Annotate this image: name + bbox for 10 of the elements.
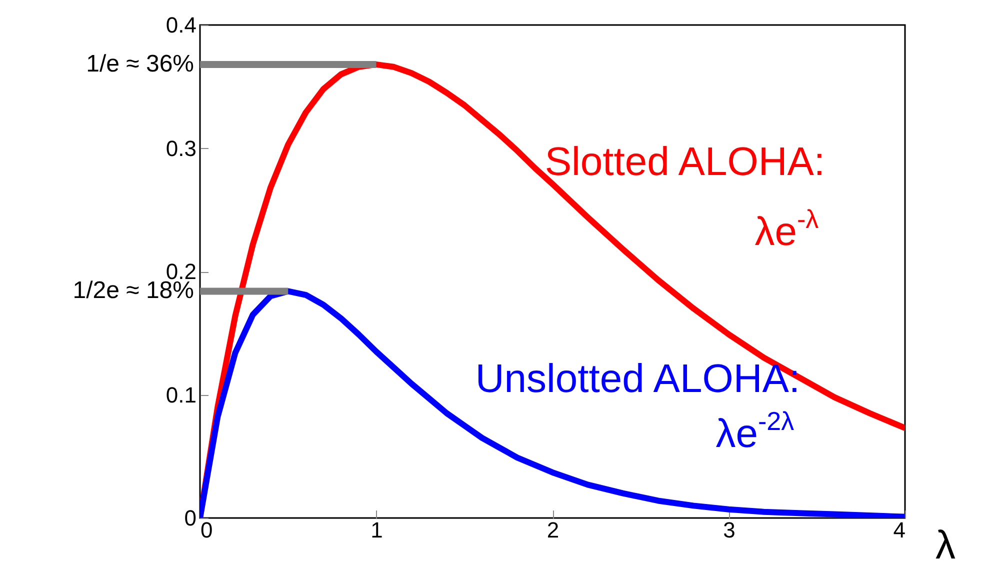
y-tick-label: 0.1 (166, 382, 196, 408)
x-tick-label: 2 (546, 518, 560, 542)
x-tick-label: 1 (370, 518, 383, 542)
y-tick-label: 0.4 (166, 12, 196, 38)
x-axis-title: λ (936, 524, 956, 568)
x-tick-label: 3 (723, 518, 736, 542)
x-tick-label: 0 (200, 518, 213, 542)
y-tick-label: 0.3 (166, 136, 196, 161)
annotation: 1/e ≈ 36% (86, 50, 194, 78)
x-tick-label: 4 (893, 518, 906, 542)
